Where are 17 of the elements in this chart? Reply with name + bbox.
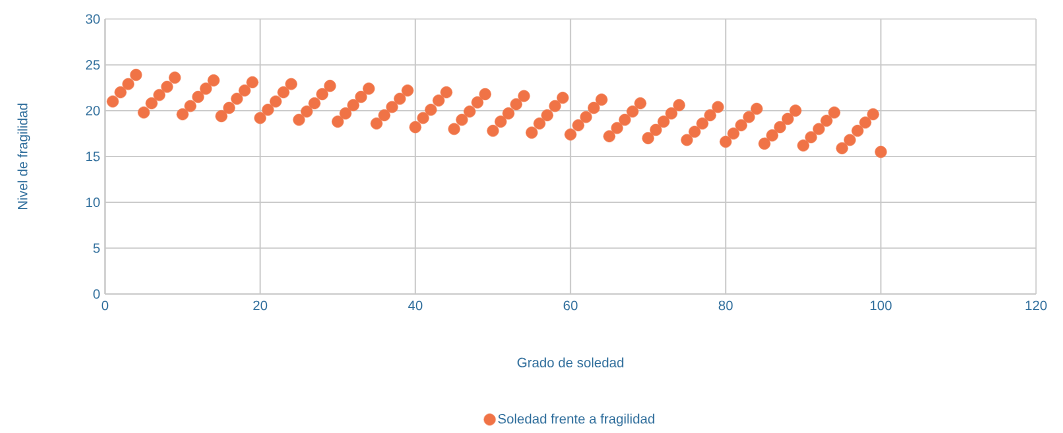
- x-tick-label: 20: [253, 300, 268, 311]
- y-tick-label: 15: [86, 151, 100, 162]
- x-tick-label: 80: [718, 300, 733, 311]
- y-tick-label: 25: [85, 60, 100, 70]
- legend-label: Soledad frente a fragilidad: [498, 413, 655, 427]
- y-tick-label: 30: [85, 14, 100, 24]
- y-tick-label: 0: [93, 289, 100, 299]
- x-tick-label: 60: [563, 300, 578, 311]
- y-tick-label: 5: [93, 243, 100, 253]
- x-tick-label: 100: [870, 300, 892, 311]
- x-axis-title: Grado de soledad: [517, 357, 624, 368]
- y-axis-title: Nivel de fragilidad: [17, 103, 31, 210]
- x-tick-label: 0: [101, 300, 109, 311]
- y-tick-label: 10: [86, 197, 100, 208]
- y-tick-label: 20: [85, 105, 100, 116]
- x-tick-label: 120: [1025, 300, 1047, 311]
- x-tick-label: 40: [408, 300, 423, 311]
